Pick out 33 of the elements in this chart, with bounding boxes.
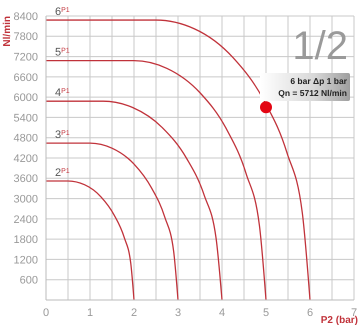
- y-tick-label: 4200: [14, 152, 38, 165]
- y-tick-label: 4800: [14, 132, 38, 145]
- annotation: 1/2: [292, 24, 348, 68]
- y-tick-label: 3600: [14, 173, 38, 186]
- series-label: 5$^{P1}$: [55, 46, 70, 59]
- y-tick-label: 5400: [14, 112, 38, 124]
- series-label: 3$^{P1}$: [55, 129, 70, 142]
- y-tick-label: 1800: [14, 234, 38, 246]
- series-label: 4$^{P1}$: [55, 87, 70, 100]
- line-series: [46, 142, 179, 300]
- y-tick-label: 7200: [14, 51, 38, 64]
- x-tick-label: 5: [262, 306, 270, 319]
- y-tick-label: 6600: [14, 72, 38, 84]
- x-tick-label: 6: [306, 306, 314, 319]
- y-tick-label: 600: [20, 274, 38, 287]
- y-tick-label: 7800: [14, 31, 38, 44]
- line-series: [46, 100, 223, 300]
- y-tick-label: 8400: [14, 10, 38, 23]
- x-tick-label: 4: [218, 306, 226, 319]
- y-axis-title: Nl/min: [2, 16, 13, 47]
- line-series: [46, 180, 135, 300]
- x-tick-label: 1: [86, 306, 94, 319]
- x-tick-label: 0: [42, 306, 50, 319]
- series-label: 2$^{P1}$: [55, 166, 70, 179]
- x-tick-label: 2: [130, 306, 138, 319]
- y-tick-label: 3000: [14, 193, 38, 206]
- annotation: 6 bar Δp 1 bar Qn = 5712 Nl/min: [263, 75, 347, 100]
- series-label: 6$^{P1}$: [55, 6, 70, 18]
- y-tick-label: 1200: [14, 254, 38, 266]
- y-tick-label: 2400: [14, 214, 38, 226]
- x-tick-label: 3: [174, 306, 182, 319]
- line-series: [46, 60, 267, 300]
- y-tick-label: 6000: [14, 92, 38, 104]
